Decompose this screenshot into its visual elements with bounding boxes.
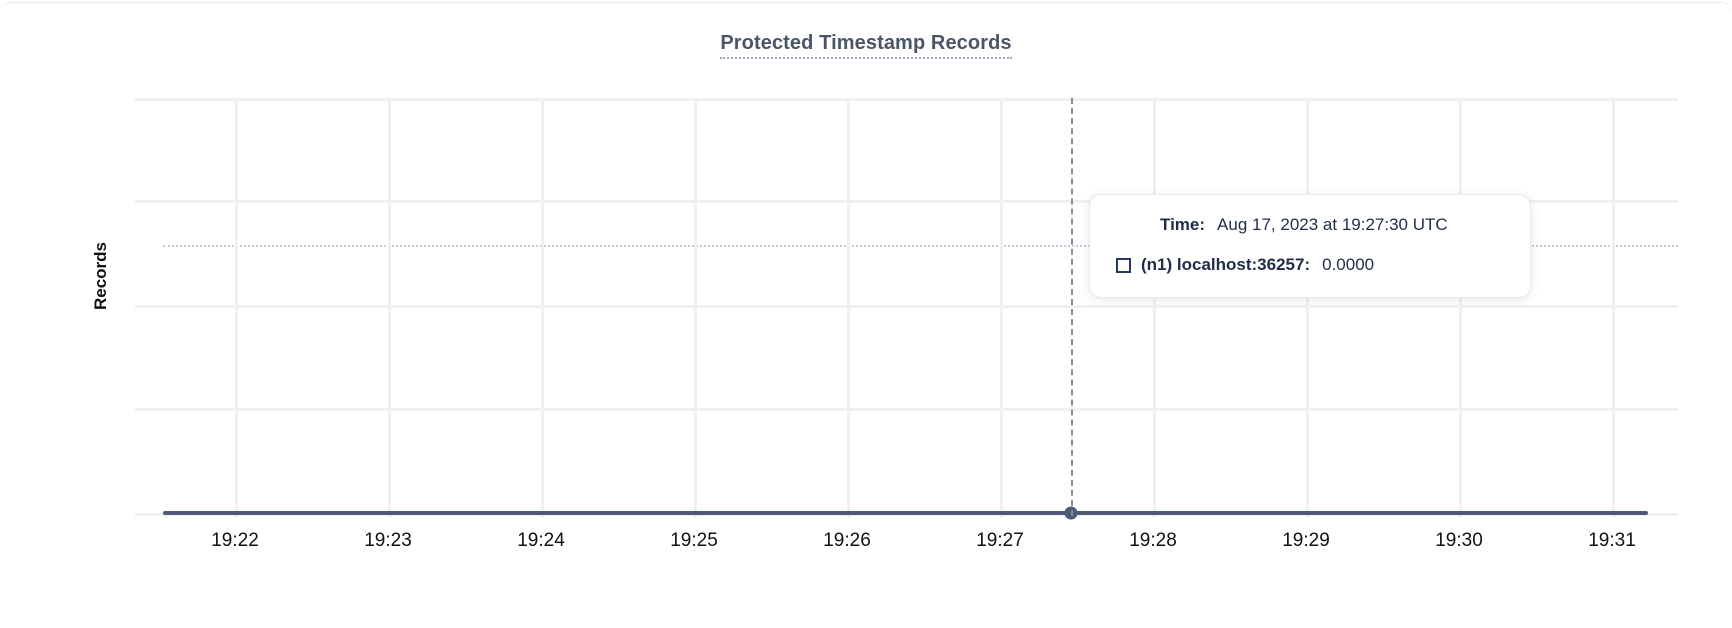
x-tick-label-9: 19:30 <box>1435 530 1483 551</box>
series-line-n1-localhost[interactable] <box>163 511 1648 515</box>
gridline-y-05 <box>135 305 1678 308</box>
square-legend-icon <box>1116 257 1131 273</box>
gridline-x-1927 <box>1000 98 1003 518</box>
tooltip-time-row: Time: Aug 17, 2023 at 19:27:30 UTC <box>1116 215 1504 235</box>
x-tick-label-1: 19:22 <box>211 530 259 551</box>
chart-tooltip: Time: Aug 17, 2023 at 19:27:30 UTC (n1) … <box>1089 194 1531 298</box>
gridline-x-1925 <box>694 98 697 518</box>
gridline-y-08 <box>135 200 1678 203</box>
x-tick-label-4: 19:25 <box>670 530 718 551</box>
chart-title-text: Protected Timestamp Records <box>720 32 1012 59</box>
x-tick-label-10: 19:31 <box>1588 530 1636 551</box>
x-tick-label-8: 19:29 <box>1282 530 1330 551</box>
tooltip-series-row: (n1) localhost:36257: 0.0000 <box>1116 255 1504 275</box>
gridline-x-1923 <box>388 98 391 518</box>
gridline-x-1924 <box>541 98 544 518</box>
x-tick-label-5: 19:26 <box>823 530 871 551</box>
gridline-x-1926 <box>847 98 850 518</box>
gridline-x-1931 <box>1612 98 1615 518</box>
y-axis-label: Records <box>91 241 111 311</box>
x-tick-label-3: 19:24 <box>517 530 565 551</box>
tooltip-series-label: (n1) localhost:36257: <box>1141 255 1311 274</box>
crosshair-vertical-line <box>1071 98 1073 516</box>
gridline-x-1922 <box>235 98 238 518</box>
tooltip-time-label: Time: <box>1160 215 1206 234</box>
x-tick-label-7: 19:28 <box>1129 530 1177 551</box>
x-tick-label-2: 19:23 <box>364 530 412 551</box>
threshold-dotted-line <box>163 245 1678 247</box>
gridline-x-1929 <box>1306 98 1309 518</box>
plot-area: Records 1.0 0.8 0.5 0.3 0.0 19:22 1 <box>91 98 1678 551</box>
x-tick-label-6: 19:27 <box>976 530 1024 551</box>
tooltip-series-value: 0.0000 <box>1322 255 1375 274</box>
tooltip-time-value: Aug 17, 2023 at 19:27:30 UTC <box>1217 215 1448 234</box>
gridline-x-1928 <box>1153 98 1156 518</box>
gridline-x-1930 <box>1459 98 1462 518</box>
gridline-y-1 <box>135 98 1678 101</box>
page-title: Protected Timestamp Records <box>0 32 1732 59</box>
gridline-y-03 <box>135 408 1678 411</box>
